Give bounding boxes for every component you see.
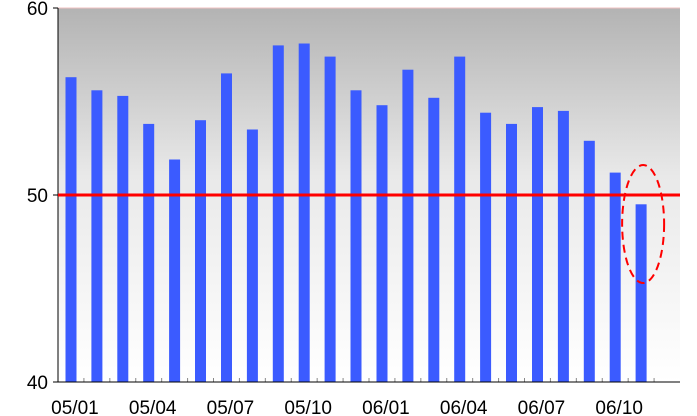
bar-06-05 — [480, 112, 492, 382]
bar-05-07 — [221, 73, 232, 383]
bar-05-11 — [324, 56, 336, 382]
bar-05-01 — [65, 77, 77, 382]
bar-06-10 — [609, 172, 621, 382]
x-tick-marks — [83, 378, 655, 382]
bar-05-05 — [169, 159, 181, 382]
bar-06-03 — [428, 97, 440, 383]
x-tick-label: 05/07 — [207, 398, 255, 416]
x-tick-label: 05/01 — [51, 398, 99, 416]
bar-05-03 — [117, 95, 129, 383]
bar-05-10 — [298, 43, 310, 382]
bar-06-02 — [402, 69, 414, 382]
y-tick-label: 60 — [27, 0, 48, 20]
bars-group — [65, 43, 647, 383]
bar-05-04 — [143, 123, 155, 383]
bar-06-11 — [635, 204, 647, 382]
bar-06-01 — [376, 105, 388, 382]
bar-05-06 — [195, 120, 206, 382]
bar-06-04 — [454, 56, 466, 382]
x-tick-labels: 05/01 05/04 05/07 05/10 06/01 06/04 06/07 06/10 — [51, 398, 643, 416]
y-tick-label: 40 — [27, 373, 48, 394]
bar-05-08 — [246, 129, 258, 382]
bar-06-08 — [557, 110, 569, 383]
y-tick-marks — [53, 7, 58, 383]
x-tick-label: 06/01 — [362, 398, 410, 416]
bar-05-02 — [91, 90, 103, 383]
bar-05-12 — [350, 90, 362, 383]
bar-06-06 — [506, 123, 517, 383]
x-tick-label: 05/10 — [284, 398, 332, 416]
x-tick-label: 06/07 — [518, 398, 566, 416]
y-tick-labels: 40 50 60 — [27, 0, 48, 394]
x-tick-label: 06/04 — [440, 398, 488, 416]
bar-06-09 — [583, 140, 595, 382]
x-tick-label: 06/10 — [595, 398, 643, 416]
highlight-ellipse — [621, 164, 666, 284]
bar-06-07 — [532, 107, 543, 382]
bar-05-09 — [272, 45, 284, 383]
y-tick-label: 50 — [27, 186, 48, 207]
x-tick-label: 05/04 — [129, 398, 177, 416]
